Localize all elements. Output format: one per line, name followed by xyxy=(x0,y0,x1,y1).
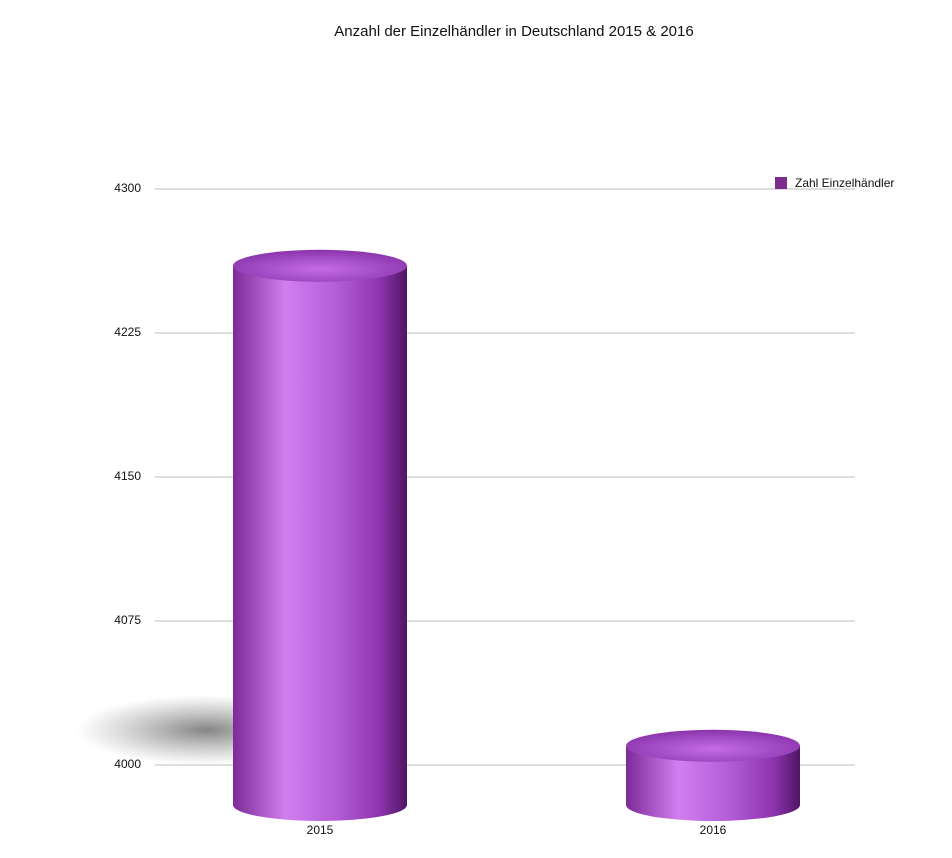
bar-top xyxy=(233,249,407,282)
bar-top xyxy=(626,729,800,762)
x-tick-label: 2016 xyxy=(700,823,727,837)
bar-body xyxy=(233,265,407,821)
bar xyxy=(626,729,800,821)
legend-label: Zahl Einzelhändler xyxy=(795,176,894,190)
y-tick-label: 4000 xyxy=(114,757,141,771)
x-tick-label: 2015 xyxy=(307,823,334,837)
y-tick-label: 4075 xyxy=(114,613,141,627)
y-tick-label: 4150 xyxy=(114,469,141,483)
y-tick-label: 4225 xyxy=(114,325,141,339)
legend-swatch xyxy=(775,177,787,189)
bar xyxy=(233,249,407,821)
y-tick-label: 4300 xyxy=(114,181,141,195)
bar-body xyxy=(626,745,800,821)
chart-title: Anzahl der Einzelhändler in Deutschland … xyxy=(334,23,693,40)
